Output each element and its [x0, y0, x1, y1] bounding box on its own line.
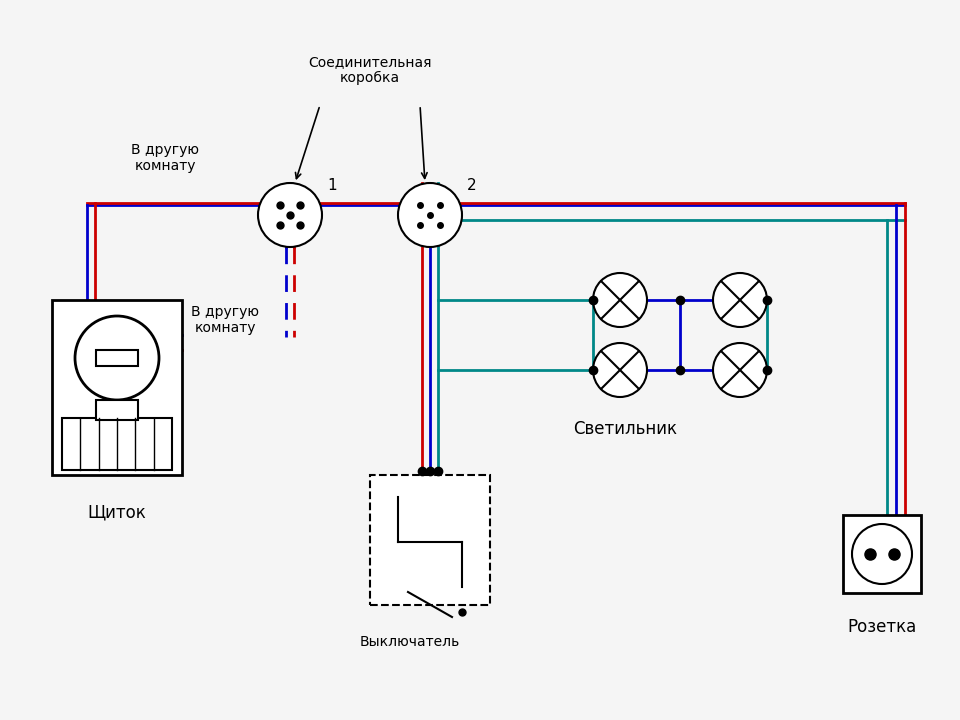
- Text: 1: 1: [327, 178, 337, 193]
- Circle shape: [593, 273, 647, 327]
- Circle shape: [713, 273, 767, 327]
- Text: Светильник: Светильник: [573, 420, 677, 438]
- Bar: [843, 515, 921, 593]
- Text: В другую
комнату: В другую комнату: [131, 143, 199, 173]
- Circle shape: [713, 343, 767, 397]
- Bar: [62, 418, 172, 470]
- Bar: [52, 300, 182, 475]
- Bar: [96, 350, 138, 366]
- Text: Щиток: Щиток: [87, 503, 146, 521]
- Circle shape: [398, 183, 462, 247]
- Bar: [96, 400, 138, 420]
- Circle shape: [593, 343, 647, 397]
- Circle shape: [75, 316, 159, 400]
- Circle shape: [258, 183, 322, 247]
- Text: Соединительная
коробка: Соединительная коробка: [308, 55, 432, 85]
- Text: Выключатель: Выключатель: [360, 635, 460, 649]
- Text: В другую
комнату: В другую комнату: [191, 305, 259, 335]
- Text: 2: 2: [467, 178, 476, 193]
- Text: Розетка: Розетка: [848, 618, 917, 636]
- Bar: [370, 475, 490, 605]
